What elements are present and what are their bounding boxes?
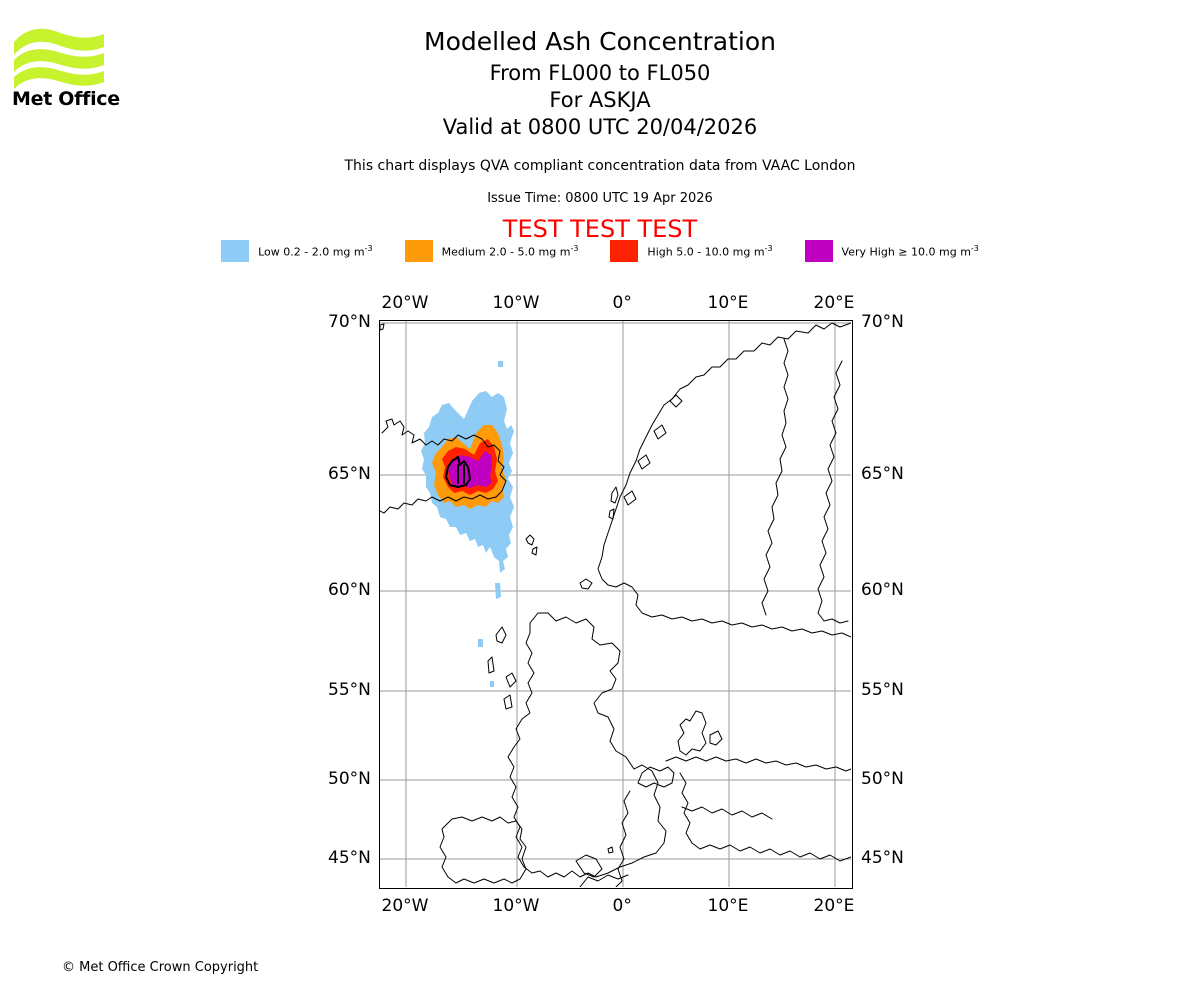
lon-label-top-4: 20°E (813, 293, 855, 313)
coast-shetland (608, 486, 619, 520)
met-office-logo (12, 22, 132, 112)
plume-low-blob-2 (478, 639, 483, 647)
legend-item-low: Low 0.2 - 2.0 mg m-3 (221, 240, 373, 262)
legend-swatch-high (610, 240, 639, 262)
legend-exponent-very-high: -3 (970, 243, 979, 253)
coast-greenland (380, 323, 385, 331)
coastlines (380, 322, 851, 887)
issue-time: Issue Time: 0800 UTC 19 Apr 2026 (487, 191, 713, 206)
lat-label-right-1: 65°N (861, 464, 904, 484)
coast-ireland (439, 816, 527, 884)
title-flight-levels: From FL000 to FL050 (489, 61, 711, 85)
lat-label-left-2: 60°N (328, 580, 371, 600)
lon-label-top-1: 10°W (492, 293, 540, 313)
legend-swatch-medium (404, 240, 433, 262)
legend-label-medium: Medium 2.0 - 5.0 mg m-3 (441, 243, 579, 259)
lon-label-bottom-4: 20°E (813, 896, 855, 916)
map-plot-area (379, 320, 853, 889)
title-valid-time: Valid at 0800 UTC 20/04/2026 (442, 115, 758, 139)
legend-item-medium: Medium 2.0 - 5.0 mg m-3 (404, 240, 579, 262)
coast-sweden-baltic (761, 338, 789, 616)
lat-label-left-0: 70°N (328, 312, 371, 332)
coast-outer-hebrides (487, 626, 517, 710)
lat-label-left-3: 55°N (328, 680, 371, 700)
chart-subtitle: This chart displays QVA compliant concen… (344, 158, 856, 174)
legend-exponent-high: -3 (764, 243, 773, 253)
concentration-legend: Low 0.2 - 2.0 mg m-3 Medium 2.0 - 5.0 mg … (0, 240, 1200, 262)
borders-france (615, 790, 631, 887)
lat-label-right-4: 50°N (861, 769, 904, 789)
coast-small-islands (607, 846, 614, 854)
coast-orkney (579, 578, 593, 590)
coast-iceland-icecap (445, 456, 471, 488)
lat-label-right-0: 70°N (861, 312, 904, 332)
borders-czech-austria (681, 806, 773, 820)
lat-label-left-1: 65°N (328, 464, 371, 484)
coast-finland (817, 360, 849, 624)
legend-item-high: High 5.0 - 10.0 mg m-3 (610, 240, 773, 262)
lon-label-top-3: 10°E (707, 293, 749, 313)
lon-label-bottom-1: 10°W (492, 896, 540, 916)
coast-iceland-icecap-detail (457, 464, 465, 484)
lon-label-top-2: 0° (612, 293, 632, 313)
met-office-waves-icon (14, 28, 104, 89)
legend-label-low: Low 0.2 - 2.0 mg m-3 (258, 243, 373, 259)
coast-denmark (677, 710, 723, 756)
map-container (379, 320, 853, 889)
coast-faroe-islands (525, 534, 538, 556)
legend-label-very-high: Very High ≥ 10.0 mg m-3 (841, 243, 979, 259)
coast-low-countries (637, 766, 675, 788)
coast-norway-fjords (623, 394, 683, 506)
copyright-footer: © Met Office Crown Copyright (62, 960, 259, 975)
ash-plume-contours (421, 361, 514, 687)
legend-exponent-medium: -3 (570, 243, 579, 253)
lon-label-bottom-3: 10°E (707, 896, 749, 916)
title-volcano: For ASKJA (549, 88, 651, 112)
test-banner: TEST TEST TEST (502, 215, 698, 243)
coast-norway-scandinavia (597, 322, 851, 638)
plume-low-blob-4 (498, 361, 503, 367)
borders-alps-iberia (579, 874, 629, 887)
plume-low-blob-3 (490, 681, 494, 687)
map-gridlines (380, 321, 851, 887)
coast-iceland (380, 418, 507, 514)
lat-label-right-5: 45°N (861, 848, 904, 868)
legend-swatch-very-high (804, 240, 833, 262)
legend-swatch-low (221, 240, 250, 262)
page-title: Modelled Ash Concentration (424, 27, 776, 56)
borders-central-europe (679, 772, 851, 862)
coast-brittany (575, 854, 603, 878)
legend-label-high: High 5.0 - 10.0 mg m-3 (647, 243, 773, 259)
legend-item-very-high: Very High ≥ 10.0 mg m-3 (804, 240, 979, 262)
coast-great-britain (507, 612, 667, 878)
map-graphic (380, 321, 851, 887)
lat-label-right-3: 55°N (861, 680, 904, 700)
lat-label-left-5: 45°N (328, 848, 371, 868)
coast-germany-netherlands (665, 756, 851, 772)
lon-label-top-0: 20°W (381, 293, 429, 313)
brand-name: Met Office (12, 88, 120, 110)
lon-label-bottom-0: 20°W (381, 896, 429, 916)
legend-exponent-low: -3 (364, 243, 373, 253)
lat-label-left-4: 50°N (328, 769, 371, 789)
lat-label-right-2: 60°N (861, 580, 904, 600)
plume-low-blob-1 (495, 583, 501, 599)
lon-label-bottom-2: 0° (612, 896, 632, 916)
